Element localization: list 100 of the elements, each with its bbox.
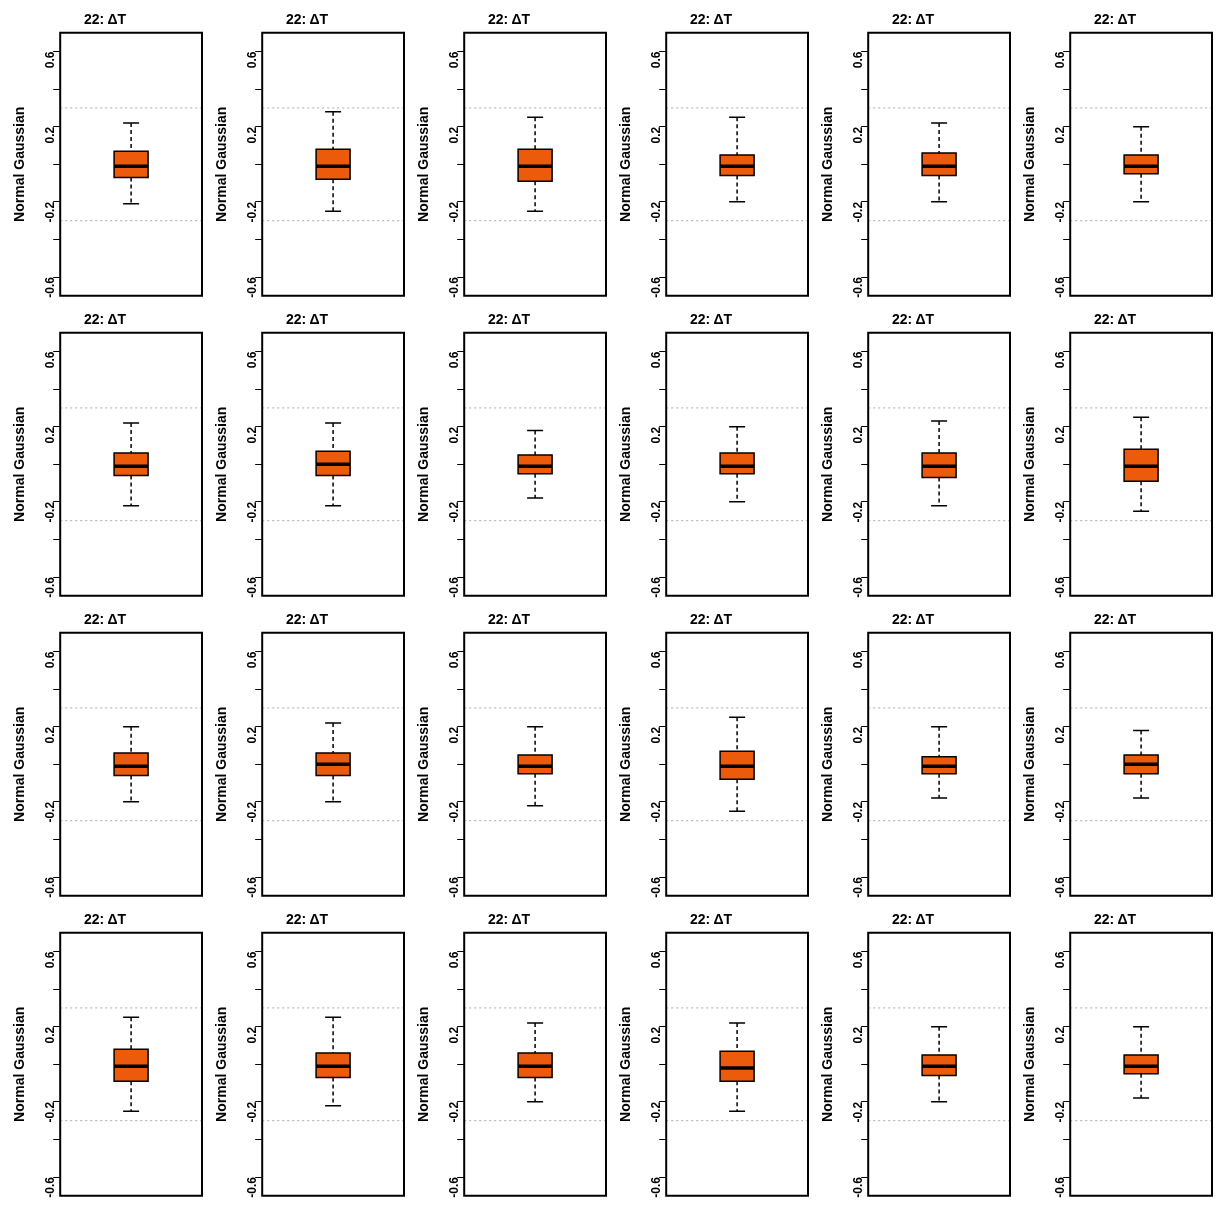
y-tick-label: 0.6 xyxy=(1052,351,1067,369)
chart-title: 22: ΔT xyxy=(285,11,329,28)
y-tick-label: 0.2 xyxy=(648,1026,663,1044)
y-tick-label: -0.6 xyxy=(850,576,865,598)
y-tick-label: 0.6 xyxy=(244,351,259,369)
y-tick-label: 0.2 xyxy=(244,426,259,444)
y-axis-title: Normal Gaussian xyxy=(819,706,836,822)
y-tick-label: 0.2 xyxy=(42,126,57,144)
y-axis-title: Normal Gaussian xyxy=(617,1006,634,1122)
y-tick-label: 0.2 xyxy=(1052,1026,1067,1044)
chart-title: 22: ΔT xyxy=(891,611,935,628)
y-tick-label: 0.2 xyxy=(850,726,865,744)
y-tick-label: 0.6 xyxy=(446,651,461,669)
chart-title: 22: ΔT xyxy=(285,911,329,928)
y-axis-title: Normal Gaussian xyxy=(1021,406,1038,522)
y-tick-label: -0.6 xyxy=(244,1176,259,1198)
y-tick-label: 0.6 xyxy=(244,951,259,969)
y-tick-label: 0.2 xyxy=(1052,726,1067,744)
y-tick-label: -0.6 xyxy=(244,276,259,298)
y-tick-label: 0.2 xyxy=(42,726,57,744)
chart-title: 22: ΔT xyxy=(891,311,935,328)
y-tick-label: -0.2 xyxy=(1052,1101,1067,1123)
y-tick-label: 0.6 xyxy=(42,651,57,669)
chart-title: 22: ΔT xyxy=(83,11,127,28)
y-tick-label: 0.2 xyxy=(244,726,259,744)
y-tick-label: -0.2 xyxy=(850,1101,865,1123)
y-tick-label: -0.6 xyxy=(42,1176,57,1198)
y-tick-label: 0.6 xyxy=(446,351,461,369)
y-axis-title: Normal Gaussian xyxy=(819,406,836,522)
y-tick-label: -0.6 xyxy=(1052,876,1067,898)
y-tick-label: -0.6 xyxy=(42,276,57,298)
y-tick-label: 0.6 xyxy=(850,51,865,69)
y-tick-label: 0.2 xyxy=(648,726,663,744)
y-axis-title: Normal Gaussian xyxy=(617,406,634,522)
chart-title: 22: ΔT xyxy=(83,311,127,328)
y-axis-title: Normal Gaussian xyxy=(11,406,28,522)
y-tick-label: 0.6 xyxy=(1052,951,1067,969)
y-tick-label: -0.2 xyxy=(244,801,259,823)
y-tick-label: 0.6 xyxy=(244,651,259,669)
chart-title: 22: ΔT xyxy=(487,911,531,928)
y-tick-label: -0.6 xyxy=(850,276,865,298)
y-tick-label: 0.6 xyxy=(648,651,663,669)
y-tick-label: -0.6 xyxy=(244,576,259,598)
chart-title: 22: ΔT xyxy=(487,311,531,328)
y-axis-title: Normal Gaussian xyxy=(415,706,432,822)
chart-title: 22: ΔT xyxy=(1093,11,1137,28)
y-tick-label: -0.2 xyxy=(446,801,461,823)
y-axis-title: Normal Gaussian xyxy=(617,106,634,222)
y-tick-label: -0.6 xyxy=(648,876,663,898)
chart-title: 22: ΔT xyxy=(285,611,329,628)
y-tick-label: 0.6 xyxy=(244,51,259,69)
y-tick-label: 0.6 xyxy=(648,51,663,69)
y-tick-label: -0.6 xyxy=(648,1176,663,1198)
chart-title: 22: ΔT xyxy=(689,11,733,28)
y-tick-label: 0.6 xyxy=(446,51,461,69)
y-tick-label: -0.6 xyxy=(1052,1176,1067,1198)
y-tick-label: 0.6 xyxy=(42,951,57,969)
y-tick-label: -0.2 xyxy=(1052,501,1067,523)
y-tick-label: 0.6 xyxy=(648,351,663,369)
y-tick-label: -0.2 xyxy=(850,501,865,523)
chart-title: 22: ΔT xyxy=(1093,911,1137,928)
y-tick-label: 0.2 xyxy=(1052,126,1067,144)
y-tick-label: 0.2 xyxy=(1052,426,1067,444)
y-tick-label: 0.2 xyxy=(446,726,461,744)
chart-title: 22: ΔT xyxy=(1093,311,1137,328)
y-tick-label: -0.6 xyxy=(446,1176,461,1198)
y-tick-label: -0.2 xyxy=(446,201,461,223)
y-tick-label: -0.6 xyxy=(850,1176,865,1198)
y-axis-title: Normal Gaussian xyxy=(819,1006,836,1122)
y-tick-label: -0.2 xyxy=(42,1101,57,1123)
y-tick-label: -0.6 xyxy=(446,576,461,598)
y-axis-title: Normal Gaussian xyxy=(617,706,634,822)
y-axis-title: Normal Gaussian xyxy=(213,706,230,822)
y-tick-label: -0.2 xyxy=(648,801,663,823)
chart-title: 22: ΔT xyxy=(487,611,531,628)
y-tick-label: 0.6 xyxy=(1052,51,1067,69)
y-tick-label: 0.6 xyxy=(1052,651,1067,669)
chart-title: 22: ΔT xyxy=(487,11,531,28)
y-tick-label: 0.6 xyxy=(850,651,865,669)
y-axis-title: Normal Gaussian xyxy=(213,106,230,222)
y-axis-title: Normal Gaussian xyxy=(415,1006,432,1122)
y-axis-title: Normal Gaussian xyxy=(1021,106,1038,222)
y-tick-label: -0.2 xyxy=(244,1101,259,1123)
y-axis-title: Normal Gaussian xyxy=(11,706,28,822)
y-tick-label: 0.2 xyxy=(850,426,865,444)
y-tick-label: -0.2 xyxy=(648,1101,663,1123)
y-tick-label: -0.2 xyxy=(648,201,663,223)
chart-title: 22: ΔT xyxy=(1093,611,1137,628)
y-axis-title: Normal Gaussian xyxy=(415,406,432,522)
y-tick-label: -0.2 xyxy=(42,201,57,223)
y-tick-label: -0.2 xyxy=(1052,201,1067,223)
y-tick-label: 0.2 xyxy=(446,126,461,144)
y-tick-label: 0.2 xyxy=(42,426,57,444)
chart-title: 22: ΔT xyxy=(891,911,935,928)
chart-title: 22: ΔT xyxy=(689,911,733,928)
y-axis-title: Normal Gaussian xyxy=(213,1006,230,1122)
y-tick-label: -0.6 xyxy=(1052,576,1067,598)
y-tick-label: 0.2 xyxy=(446,1026,461,1044)
y-tick-label: -0.2 xyxy=(446,501,461,523)
y-tick-label: -0.6 xyxy=(42,576,57,598)
